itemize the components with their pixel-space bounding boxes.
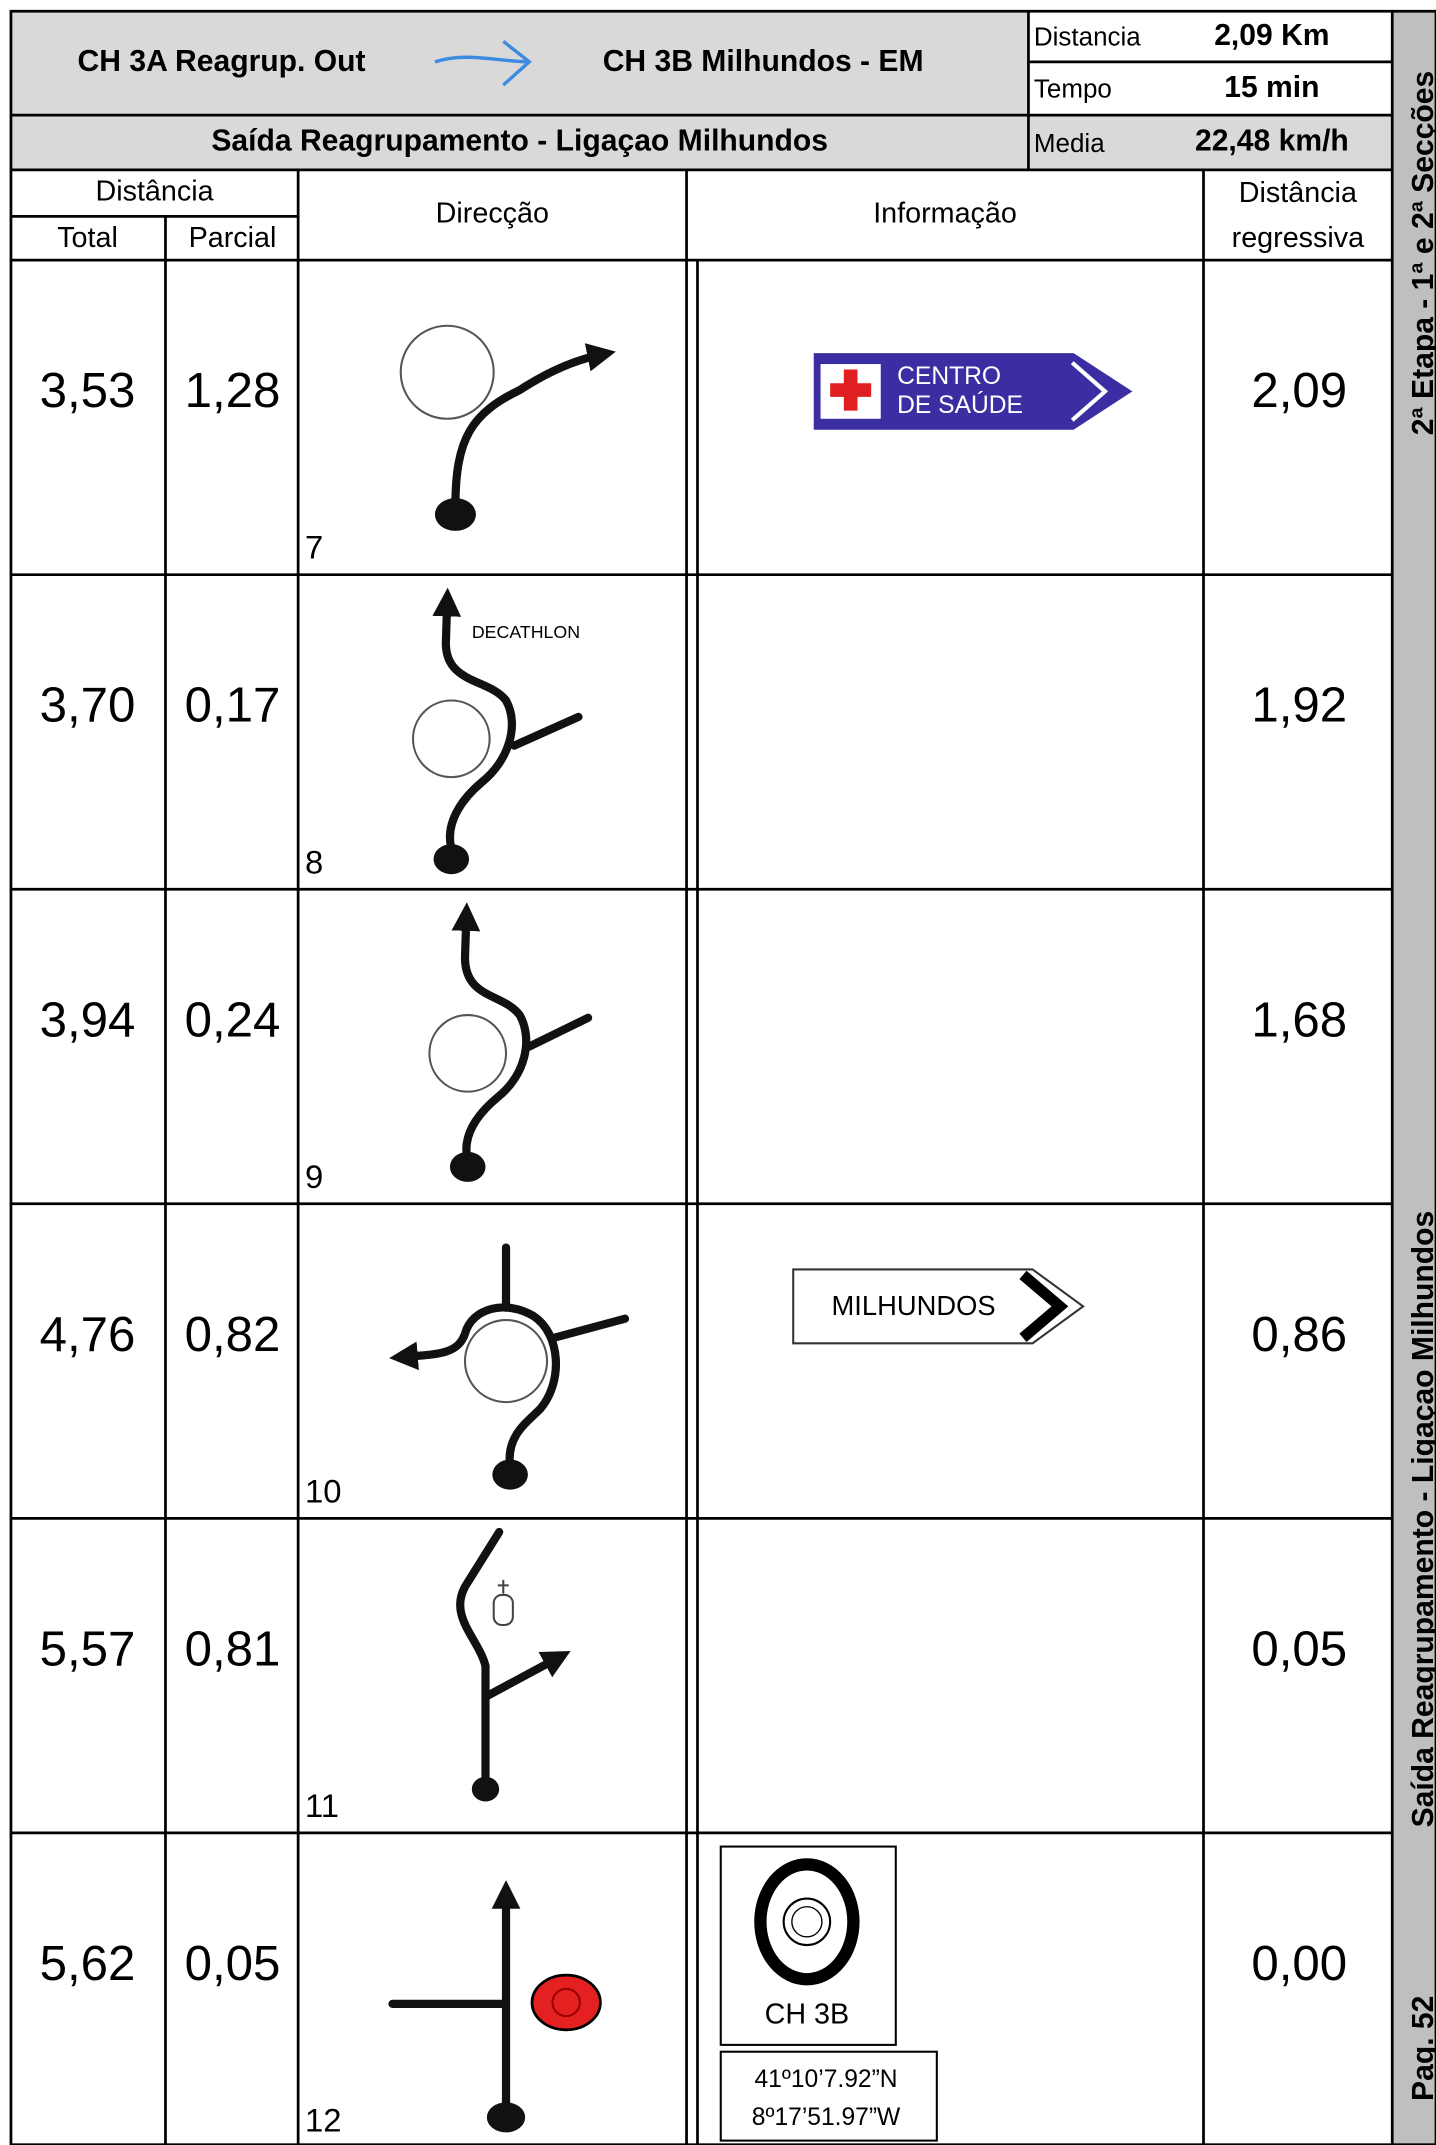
total: 3,94 (40, 992, 136, 1047)
sign-text: MILHUNDOS (832, 1290, 996, 1321)
diagram-10 (389, 1243, 630, 1490)
partial: 0,82 (185, 1307, 281, 1362)
step-number: 12 (305, 2102, 342, 2139)
remaining: 1,68 (1251, 992, 1347, 1047)
sign-text: CENTRO (897, 363, 1001, 390)
control-box: CH 3B 41º10’7.92”N 8º17’51.97”W (719, 1845, 938, 2142)
step-number: 7 (305, 529, 323, 566)
subtitle: Saída Reagrupamento - Ligaçao Milhundos (211, 124, 828, 157)
col-header: Informação (873, 198, 1017, 230)
remaining: 0,05 (1251, 1621, 1347, 1676)
step-number: 11 (305, 1787, 339, 1824)
partial: 1,28 (185, 363, 281, 418)
from: CH 3A Reagrup. Out (78, 45, 366, 78)
sidebar (1392, 11, 1436, 2145)
remaining: 0,86 (1251, 1307, 1347, 1362)
partial: 0,81 (185, 1621, 281, 1676)
total: 5,57 (40, 1621, 136, 1676)
total: 3,70 (40, 678, 136, 733)
control-label: CH 3B (765, 1999, 850, 2031)
remaining: 2,09 (1251, 363, 1347, 418)
diagram-12 (388, 1880, 602, 2133)
diagram-11 (456, 1527, 571, 1802)
sign-text: DE SAÚDE (897, 392, 1023, 419)
col-header: regressiva (1232, 222, 1365, 254)
total: 4,76 (40, 1307, 136, 1362)
to: CH 3B Milhundos - EM (603, 45, 924, 78)
sign-centro-saude: CENTRO DE SAÚDE (813, 353, 1133, 430)
stat-value: 22,48 km/h (1195, 124, 1349, 157)
stat-label: Tempo (1034, 73, 1112, 103)
col-header: Distância (1239, 177, 1357, 209)
sign-milhundos: MILHUNDOS (792, 1268, 1085, 1345)
coords: 41º10’7.92”N (755, 2066, 898, 2093)
partial: 0,24 (185, 992, 281, 1047)
stat-label: Media (1034, 128, 1105, 158)
diagram-9 (428, 902, 593, 1182)
total: 3,53 (40, 363, 136, 418)
diagram-8: DECATHLON (411, 587, 583, 875)
total: 5,62 (40, 1936, 136, 1991)
diagram-label: DECATHLON (472, 622, 580, 642)
sidebar-stage: 2ª Etapa - 1ª e 2ª Secções (1407, 71, 1436, 435)
stat-value: 15 min (1224, 71, 1319, 104)
header-arrow (434, 39, 532, 87)
step-number: 9 (305, 1158, 323, 1195)
partial: 0,17 (185, 678, 281, 733)
coords: 8º17’51.97”W (752, 2104, 901, 2131)
stat-label: Distancia (1034, 21, 1141, 51)
col-header: Total (57, 222, 118, 254)
remaining: 1,92 (1251, 678, 1347, 733)
col-header: Direcção (436, 198, 549, 230)
sidebar-page: Pag. 52 (1407, 1996, 1436, 2101)
partial: 0,05 (185, 1936, 281, 1991)
step-number: 10 (305, 1472, 342, 1509)
sidebar-section: Saída Reagrupamento - Ligaçao Milhundos (1407, 1211, 1436, 1828)
diagram-7 (399, 324, 616, 531)
step-number: 8 (305, 843, 323, 880)
col-header: Parcial (189, 222, 277, 254)
stat-value: 2,09 Km (1214, 19, 1329, 52)
col-header: Distância (95, 176, 213, 208)
remaining: 0,00 (1251, 1936, 1347, 1991)
